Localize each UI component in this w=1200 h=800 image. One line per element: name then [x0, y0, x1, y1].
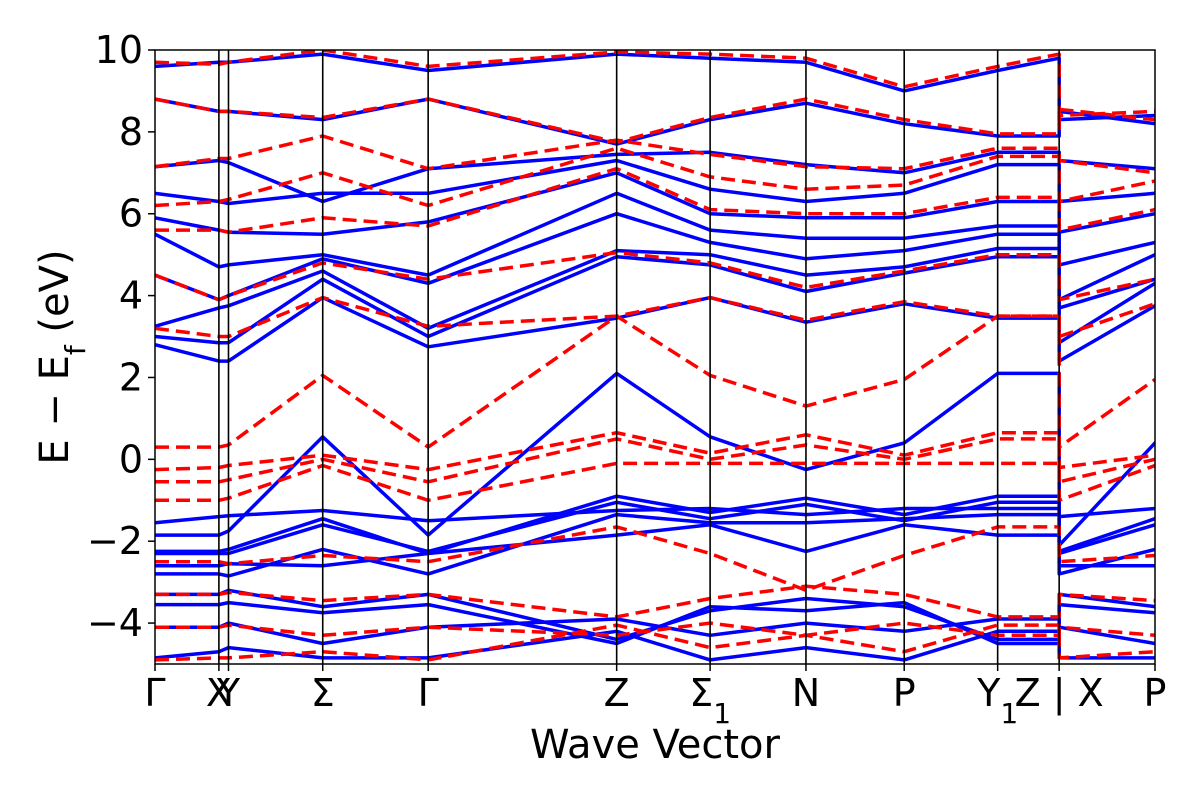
y-tick-label-3: 2: [119, 355, 143, 399]
x-tick-label-5: Z: [604, 671, 630, 715]
y-axis-label-unit: (eV): [32, 249, 78, 345]
y-axis-ticks: −4 −2 0 2 4 6 8 10: [87, 28, 155, 645]
plot-frame: [154, 49, 1156, 665]
x-tick-label-4: Γ: [418, 671, 439, 715]
x-tick-label-11: P: [1144, 671, 1167, 715]
y-axis-label-main: E − E: [32, 355, 78, 465]
high-symmetry-lines: [218, 50, 1060, 664]
x-tick-label-7: N: [792, 671, 820, 715]
y-axis-label: E − Ef (eV): [32, 249, 92, 464]
x-tick-label-1: X: [206, 671, 232, 715]
y-tick-label-6: 8: [119, 110, 143, 154]
x-tick-label-3: Σ: [311, 671, 335, 715]
y-axis-label-sub: f: [59, 344, 92, 355]
x-tick-label-10: Z | X: [1015, 671, 1104, 716]
x-tick-label-sub-9: 1: [1000, 697, 1018, 730]
y-tick-label-7: 10: [95, 28, 143, 72]
x-tick-label-0: Γ: [144, 671, 165, 715]
x-tick-label-sub-6: 1: [713, 697, 731, 730]
y-tick-label-5: 6: [119, 192, 143, 236]
y-tick-label-4: 4: [119, 274, 143, 318]
x-tick-label-8: P: [893, 671, 916, 715]
y-tick-label-0: −4: [87, 601, 143, 645]
x-axis-label: Wave Vector: [530, 722, 781, 768]
y-tick-label-2: 0: [119, 437, 143, 481]
y-tick-label-1: −2: [87, 519, 143, 563]
x-tick-label-2: Y: [216, 671, 241, 715]
